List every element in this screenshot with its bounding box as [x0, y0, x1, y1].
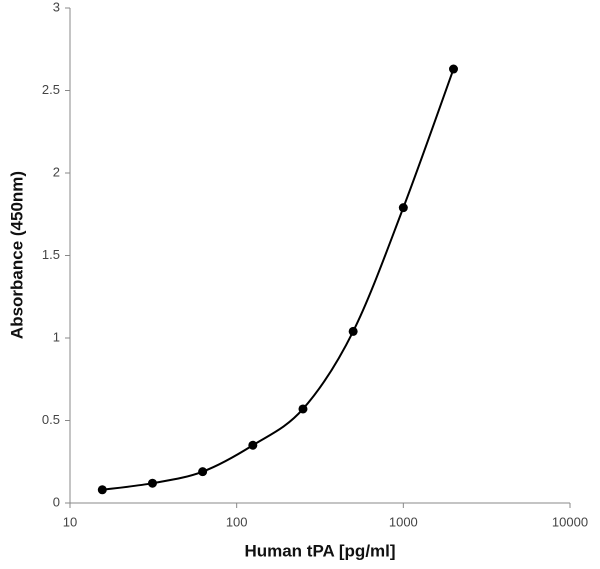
y-tick-label: 0 [53, 494, 60, 509]
point [449, 64, 459, 74]
point [97, 485, 107, 495]
x-axis-title: Human tPA [pg/ml] [244, 541, 395, 560]
x-tick-label: 10000 [552, 514, 588, 529]
curve [102, 68, 455, 491]
y-tick-label: 2.5 [42, 82, 60, 97]
point [298, 404, 308, 414]
point [198, 467, 208, 477]
y-tick-label: 2 [53, 164, 60, 179]
y-tick-label: 1.5 [42, 247, 60, 262]
y-tick-label: 1 [53, 329, 60, 344]
x-tick-label: 10 [63, 514, 77, 529]
point [398, 203, 408, 213]
point [147, 478, 157, 488]
x-tick-label: 100 [226, 514, 248, 529]
y-axis-title: Absorbance (450nm) [7, 171, 26, 339]
x-tick-label: 1000 [389, 514, 418, 529]
point [348, 326, 358, 336]
y-tick-label: 3 [53, 0, 60, 14]
point [248, 440, 258, 450]
y-tick-label: 0.5 [42, 412, 60, 427]
